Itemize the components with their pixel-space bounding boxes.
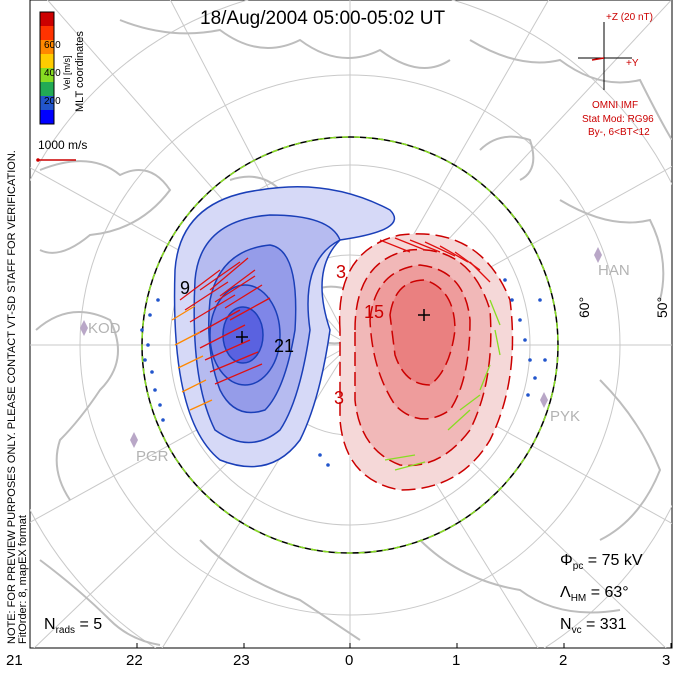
colorbar-band	[40, 110, 54, 125]
contour-label-15: 15	[364, 302, 385, 322]
contour-label-3-upper: 3	[336, 262, 347, 282]
station-pyk: PYK	[550, 408, 581, 425]
velocity-points-dusk	[140, 298, 165, 422]
colorbar-band	[40, 96, 54, 111]
imf-z-label: +Z (20 nT)	[606, 12, 653, 23]
colorbar-label: Vel [m/s]	[62, 55, 72, 90]
latitude-label-50: 50°	[654, 296, 670, 318]
mlt-label-23: 23	[233, 652, 250, 669]
stat-n-vc: Nvc = 331	[560, 616, 627, 637]
colorbar-band	[40, 82, 54, 97]
velocity-vectors-dusk-mid	[171, 305, 213, 411]
colorbar-tick-200: 200	[44, 96, 61, 107]
velocity-vectors-dawn-green	[384, 299, 501, 471]
stat-lambda-hm: ΛHM = 63°	[560, 584, 629, 605]
colorbar-band	[40, 68, 54, 83]
imf-stat-mod: Stat Mod: RG96	[582, 114, 654, 125]
imf-source: OMNI IMF	[592, 100, 639, 111]
colorbar-tick-600: 600	[44, 40, 61, 51]
imf-y-label: +Y	[626, 58, 639, 69]
colorbar-band	[40, 54, 54, 69]
velocity-points-dawn	[318, 278, 547, 467]
imf-condition: By-, 6<BT<12	[588, 127, 650, 138]
station-kod: KOD	[88, 320, 121, 337]
contour-label-21: 21	[274, 336, 295, 356]
mlt-label-3: 3	[662, 652, 671, 669]
contour-label-9: 9	[180, 278, 191, 298]
fit-order: FitOrder: 8, mapEX format	[17, 515, 29, 644]
mlt-coordinates-label: MLT coordinates	[74, 31, 86, 112]
stat-n-rads: Nrads = 5	[44, 616, 103, 637]
velocity-vectors-dawn	[379, 237, 491, 283]
imf-clock	[578, 22, 632, 90]
latitude-label-60: 60°	[576, 296, 592, 318]
mlt-label-1: 1	[452, 652, 461, 669]
colorbar-frame	[39, 11, 55, 125]
station-markers	[80, 247, 602, 448]
colorbar-band	[40, 26, 54, 41]
hm-boundary-dash	[141, 136, 559, 554]
scale-vector-label: 1000 m/s	[38, 138, 88, 152]
stat-phi-pc: Φpc = 75 kV	[560, 552, 643, 573]
colorbar	[40, 12, 54, 125]
contour-label-3-lower: 3	[334, 388, 345, 408]
station-han: HAN	[598, 262, 630, 279]
mlt-label-2: 2	[559, 652, 568, 669]
page-title: 18/Aug/2004 05:00-05:02 UT	[200, 8, 446, 29]
mlt-label-22: 22	[126, 652, 143, 669]
mlt-ticks	[29, 643, 672, 648]
velocity-vectors-dusk	[179, 257, 271, 385]
colorbar-band	[40, 12, 54, 27]
mlt-label-0: 0	[345, 652, 354, 669]
colorbar-band	[40, 40, 54, 55]
station-pgr: PGR	[136, 448, 169, 465]
dawn-convection-cell	[338, 233, 514, 491]
plot-frame	[29, 0, 673, 649]
mlt-label-21: 21	[6, 652, 23, 669]
colorbar-tick-400: 400	[44, 68, 61, 79]
